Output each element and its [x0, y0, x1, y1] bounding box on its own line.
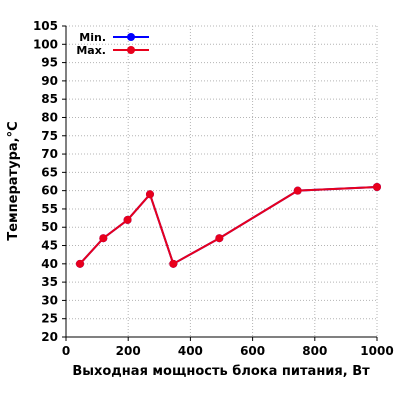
y-tick-label: 75 — [41, 129, 58, 143]
series — [75, 182, 381, 268]
x-tick-label: 800 — [302, 344, 327, 358]
data-point — [169, 259, 178, 268]
y-tick-label: 100 — [33, 37, 58, 51]
x-tick-label: 400 — [178, 344, 203, 358]
y-tick-labels: 20 25 30 35 40 45 50 55 60 65 70 75 80 85 90 95 100 105 — [33, 19, 58, 344]
legend-swatch-marker — [127, 33, 135, 41]
y-tick-label: 25 — [41, 312, 58, 326]
y-axis-title: Температура,°С — [6, 121, 21, 240]
data-point — [145, 190, 154, 199]
y-tick-label: 60 — [41, 184, 58, 198]
data-point — [293, 186, 302, 195]
y-tick-label: 85 — [41, 92, 58, 106]
y-tick-label: 90 — [41, 74, 58, 88]
series-line — [79, 185, 378, 266]
y-tick-label: 105 — [33, 19, 58, 33]
data-point — [99, 234, 108, 243]
data-point — [75, 259, 84, 268]
y-tick-label: 65 — [41, 165, 58, 179]
legend-label: Min. — [79, 31, 106, 44]
y-tick-label: 40 — [41, 257, 58, 271]
x-tick-labels: 0 200 400 600 800 1000 — [62, 344, 394, 358]
x-tick-label: 1000 — [360, 344, 393, 358]
data-point — [123, 215, 132, 224]
axes — [62, 25, 378, 341]
y-tick-label: 45 — [41, 239, 58, 253]
x-axis-title: Выходная мощность блока питания, Вт — [72, 364, 370, 379]
y-tick-label: 70 — [41, 147, 58, 161]
data-point — [215, 234, 224, 243]
x-tick-label: 600 — [240, 344, 265, 358]
legend-swatch-marker — [127, 46, 135, 54]
series-max — [75, 182, 381, 268]
y-tick-label: 30 — [41, 293, 58, 307]
y-tick-label: 80 — [41, 110, 58, 124]
y-tick-label: 20 — [41, 330, 58, 344]
legend: Min.Max. — [76, 31, 149, 57]
y-tick-label: 50 — [41, 220, 58, 234]
y-tick-label: 55 — [41, 202, 58, 216]
series-line — [79, 185, 378, 266]
data-point — [373, 182, 381, 191]
x-tick-label: 0 — [62, 344, 70, 358]
y-tick-label: 95 — [41, 56, 58, 70]
x-tick-label: 200 — [116, 344, 141, 358]
legend-label: Max. — [76, 44, 106, 57]
grid — [65, 25, 378, 338]
y-tick-label: 35 — [41, 275, 58, 289]
